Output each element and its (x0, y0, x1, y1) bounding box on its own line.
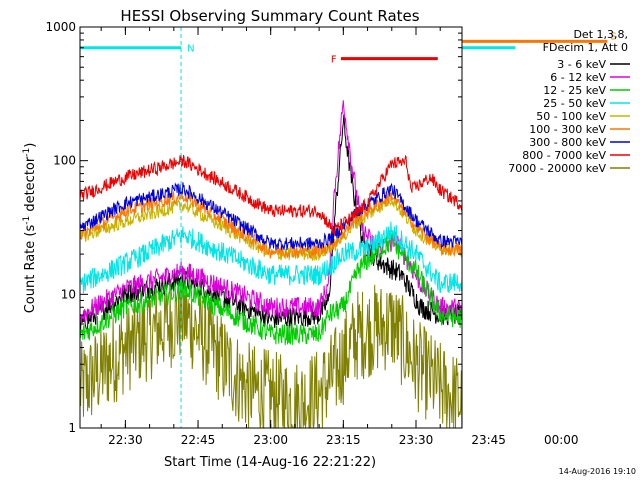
legend-entry-label: 300 - 800 keV (529, 136, 606, 149)
observing-bars: N F S (80, 31, 617, 66)
x-axis-label: Start Time (14-Aug-16 22:21:22) (164, 455, 376, 470)
observing-bar-label-n: N (187, 44, 194, 55)
series-line-800-7000kev (79, 154, 463, 235)
legend-header-line1: Det 1,3,8, (573, 28, 628, 41)
x-tick-label: 23:15 (326, 433, 361, 447)
series-line-25-50kev (79, 221, 463, 294)
legend-entry-label: 6 - 12 keV (550, 71, 606, 84)
chart-title: HESSI Observing Summary Count Rates (120, 7, 419, 25)
y-tick-label: 10 (61, 287, 76, 301)
y-tick-label: 1000 (45, 20, 76, 34)
data-layer (79, 27, 463, 429)
legend-header-line2: FDecim 1, Att 0 (543, 41, 628, 54)
observing-bar-label-s: S (610, 31, 616, 42)
x-tick-label: 23:30 (399, 433, 434, 447)
axis-ticks: 22:30 22:45 23:00 23:15 23:30 23:45 00:00 1 10 10… (45, 20, 578, 447)
x-tick-label: 23:45 (471, 433, 506, 447)
y-tick-label: 100 (53, 154, 76, 168)
y-tick-label: 1 (68, 421, 76, 435)
series-line-7000-20000kev (79, 270, 463, 429)
legend-entry-label: 12 - 25 keV (543, 84, 606, 97)
legend-entry-label: 800 - 7000 keV (522, 149, 606, 162)
plot-frame (79, 26, 463, 429)
legend-entry-label: 25 - 50 keV (543, 97, 606, 110)
series-line-100-300kev (79, 190, 463, 260)
x-tick-label: 22:45 (181, 433, 216, 447)
x-tick-label: 22:30 (108, 433, 143, 447)
series-line-300-800kev (79, 182, 463, 251)
legend-entry-label: 3 - 6 keV (557, 58, 606, 71)
observing-bar-label-f: F (331, 55, 337, 66)
series-line-12-25kev (79, 232, 463, 346)
legend-entry-label: 50 - 100 keV (536, 110, 606, 123)
legend-entry-label: 100 - 300 keV (529, 123, 606, 136)
generation-timestamp: 14-Aug-2016 19:10 (559, 467, 636, 476)
x-tick-label: 00:00 (544, 433, 579, 447)
y-axis-label: Count Rate (s-1 detector-1) (22, 143, 38, 314)
x-tick-label: 23:00 (253, 433, 288, 447)
legend-entry-label: 7000 - 20000 keV (508, 162, 606, 175)
